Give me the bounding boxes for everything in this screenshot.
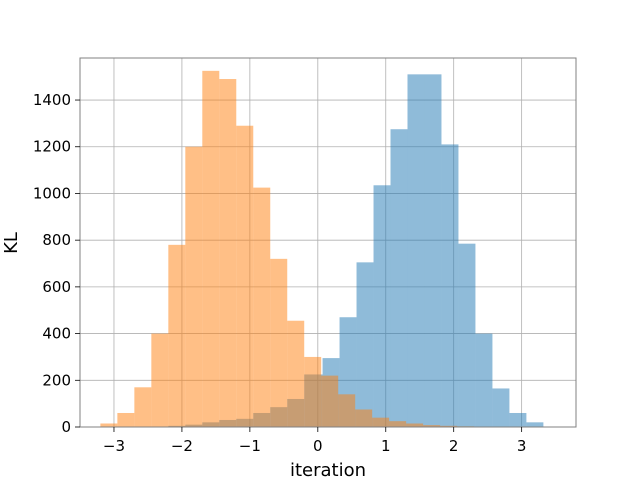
x-tick-label: −3 [103, 437, 125, 455]
x-axis-label: iteration [290, 460, 366, 480]
histogram-bar [509, 412, 527, 427]
y-tick-label: 600 [42, 278, 71, 296]
y-tick-label: 200 [42, 371, 71, 389]
histogram-bar [304, 356, 322, 427]
histogram-bar [151, 333, 169, 427]
histogram-bar [423, 425, 441, 427]
x-tick-label: 2 [449, 437, 459, 455]
histogram-bar [287, 320, 305, 427]
y-tick-label: 1000 [33, 184, 71, 202]
x-axis-ticks: −3 −2 −1 0 1 2 3 [103, 427, 527, 455]
histogram-bar [321, 375, 339, 427]
y-tick-label: 1200 [33, 138, 71, 156]
histogram-bars [100, 70, 544, 428]
histogram-bar [355, 409, 373, 427]
histogram-bar [407, 74, 425, 428]
histogram-bar [440, 425, 458, 427]
axes-frame [79, 57, 577, 428]
y-tick-label: 0 [61, 418, 71, 436]
axes [79, 57, 577, 428]
y-tick-label: 400 [42, 325, 71, 343]
histogram-bar [424, 74, 442, 428]
histogram-bar [475, 333, 493, 427]
histogram-bar [117, 412, 135, 427]
x-tick-label: −2 [171, 437, 193, 455]
histogram-bar [338, 394, 356, 427]
y-tick-label: 1400 [33, 91, 71, 109]
histogram-bar [270, 258, 288, 427]
x-tick-label: −1 [239, 437, 261, 455]
histogram-bar [390, 129, 408, 427]
histogram-bar [406, 423, 424, 427]
histogram-bar [100, 423, 118, 427]
y-axis-label: KL [1, 232, 22, 254]
histogram-bar [526, 422, 544, 427]
x-tick-label: 0 [313, 437, 323, 455]
histogram-bar [134, 387, 152, 427]
histogram-bar [356, 262, 374, 427]
histogram-bar [372, 417, 390, 427]
histogram-series-orange [100, 70, 475, 428]
histogram-bar [219, 79, 237, 428]
histogram-bar [389, 421, 407, 427]
histogram-bar [185, 146, 203, 428]
histogram-bar [373, 185, 391, 427]
x-tick-label: 1 [381, 437, 391, 455]
histogram-bar [236, 125, 254, 428]
histogram-bar [492, 388, 510, 427]
histogram-bar [253, 187, 271, 427]
y-axis-ticks: 0 200 400 600 800 1000 1200 1400 [33, 91, 80, 436]
histogram-bar [458, 243, 476, 427]
histogram-bar [202, 70, 220, 427]
histogram-bar [441, 144, 459, 428]
y-tick-label: 800 [42, 231, 71, 249]
histogram-bar [168, 244, 186, 427]
x-tick-label: 3 [517, 437, 527, 455]
